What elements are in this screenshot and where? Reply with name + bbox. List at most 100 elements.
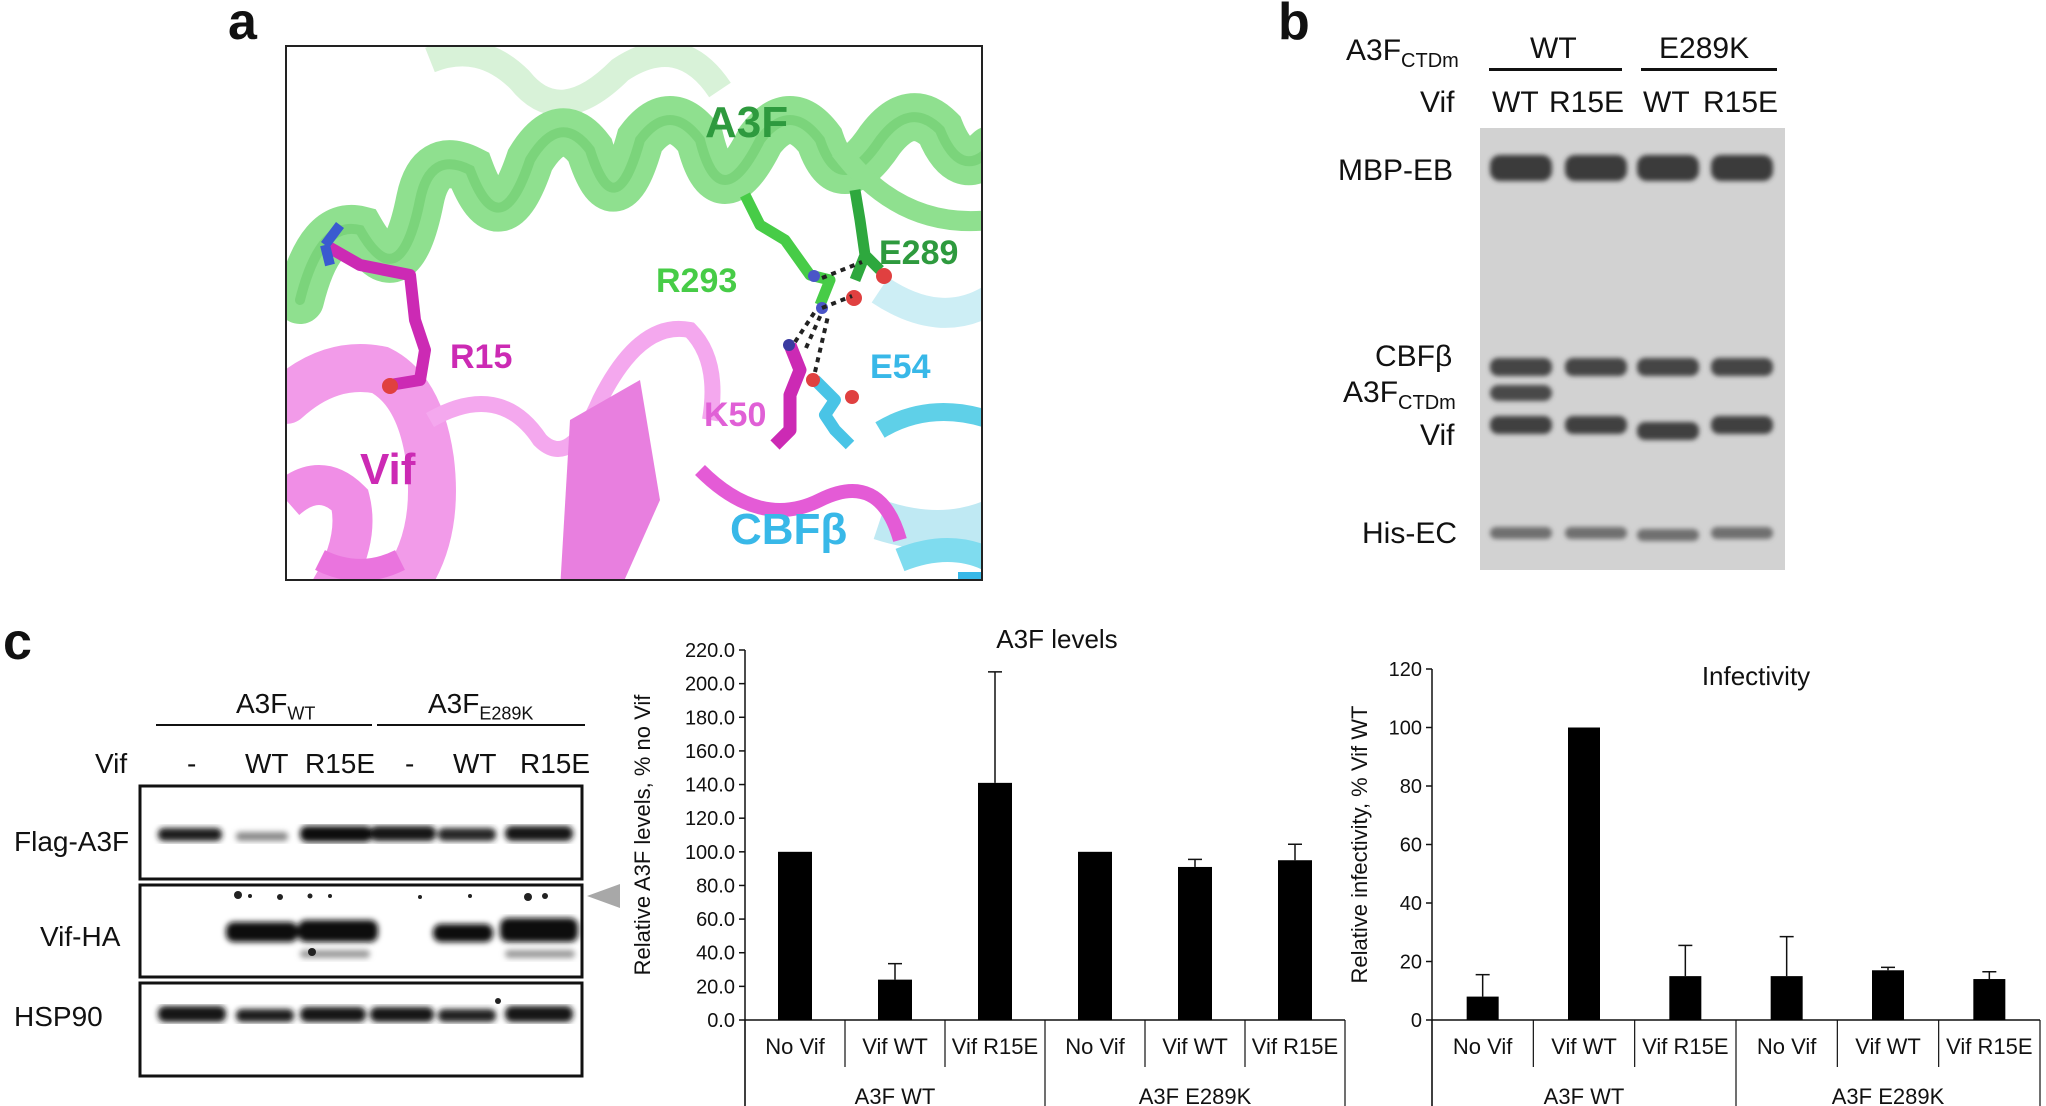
hydrogen-bonds [793, 260, 863, 373]
b-band-cbfb: CBFβ [1375, 340, 1453, 373]
b-lane-2: R15E [1549, 86, 1625, 119]
y-tick-label: 60.0 [696, 909, 735, 931]
bar [1568, 727, 1600, 1020]
e289-sticks [846, 189, 892, 306]
y-tick-label: 160.0 [685, 741, 735, 763]
b-row1-sub: CTDm [1401, 50, 1459, 72]
c-group-wt: A3FWT [236, 688, 315, 725]
structure-render [286, 46, 982, 580]
y-tick-label: 120 [1389, 659, 1422, 681]
category-label: Vif R15E [1946, 1034, 2032, 1059]
c-lane-3: R15E [305, 748, 376, 779]
group-label: A3F E289K [1139, 1084, 1252, 1106]
label-k50: K50 [704, 396, 767, 434]
b-band-a3f: A3FCTDm [1343, 376, 1456, 415]
bar [1770, 976, 1803, 1020]
c-group-e289k-sub: E289K [479, 703, 534, 724]
b-band-vif: Vif [1420, 419, 1455, 452]
y-tick-label: 120.0 [685, 808, 735, 830]
bar [1872, 970, 1904, 1020]
y-tick-label: 100.0 [685, 842, 735, 864]
c-blot-label-flag: Flag-A3F [14, 826, 130, 857]
label-e54: E54 [870, 348, 931, 386]
c-lane-6: R15E [520, 748, 591, 779]
b-lane-1: WT [1492, 86, 1539, 119]
y-tick-label: 20 [1400, 952, 1422, 974]
y-tick-label: 20.0 [696, 976, 735, 998]
panel-label-c: c [3, 613, 32, 671]
b-band-a3f-sub: CTDm [1398, 392, 1456, 414]
b-group-line-wt [1489, 68, 1622, 71]
category-label: Vif WT [1551, 1034, 1617, 1059]
category-label: No Vif [1453, 1034, 1513, 1059]
c-group-line-wt [156, 724, 372, 726]
label-e289: E289 [879, 234, 959, 272]
y-axis-label: Relative A3F levels, % no Vif [630, 694, 655, 976]
label-vif: Vif [360, 445, 416, 494]
c-lane-5: WT [453, 748, 497, 779]
band-marker-triangle [587, 884, 620, 908]
chart-title: A3F levels [996, 624, 1117, 654]
y-tick-label: 60 [1400, 835, 1422, 857]
bar [1669, 976, 1702, 1020]
y-tick-label: 80.0 [696, 875, 735, 897]
y-tick-label: 80 [1400, 776, 1422, 798]
y-tick-label: 100 [1389, 718, 1422, 740]
group-label: A3F WT [855, 1084, 936, 1106]
b-lane-3: WT [1643, 86, 1690, 119]
y-tick-label: 200.0 [685, 674, 735, 696]
bar [1178, 866, 1212, 1020]
c-group-e289k: A3FE289K [428, 688, 533, 725]
c-lane-1: - [187, 748, 197, 779]
bar [978, 782, 1012, 1020]
b-vif-label: Vif [1420, 86, 1455, 119]
category-label: Vif R15E [1642, 1034, 1728, 1059]
category-label: Vif WT [1162, 1034, 1228, 1059]
chart-title: Infectivity [1702, 661, 1810, 691]
r15-sticks [320, 222, 431, 394]
b-group-e289k: E289K [1659, 32, 1750, 65]
category-label: Vif WT [1855, 1034, 1921, 1059]
y-tick-label: 40 [1400, 893, 1422, 915]
bar [778, 851, 812, 1020]
group-label: A3F WT [1544, 1084, 1625, 1106]
y-tick-label: 180.0 [685, 707, 735, 729]
group-label: A3F E289K [1832, 1084, 1945, 1106]
y-tick-label: 220.0 [685, 640, 735, 662]
b-row1-prefix: A3F [1346, 34, 1402, 67]
panel-label-a: a [228, 0, 257, 51]
k50-sticks [770, 339, 807, 450]
y-axis-label: Relative infectivity, % Vif WT [1347, 706, 1372, 984]
y-tick-label: 40.0 [696, 943, 735, 965]
label-cbfb: CBFβ [730, 505, 848, 554]
c-group-e289k-main: A3F [428, 688, 480, 719]
b-band-his: His-EC [1362, 517, 1457, 550]
bar [1078, 851, 1112, 1020]
bar [1466, 996, 1499, 1020]
category-label: Vif WT [862, 1034, 928, 1059]
c-blot-label-hsp90: HSP90 [14, 1001, 103, 1032]
y-tick-label: 0.0 [707, 1010, 735, 1032]
c-group-line-e289k [377, 724, 585, 726]
category-label: No Vif [765, 1034, 825, 1059]
label-a3f: A3F [705, 98, 789, 147]
b-band-mbp: MBP-EB [1338, 154, 1454, 187]
bar [878, 979, 912, 1020]
e54-sticks [806, 373, 859, 450]
category-label: No Vif [1757, 1034, 1817, 1059]
panel-label-b: b [1278, 0, 1310, 51]
b-row1-label: A3FCTDm [1346, 34, 1459, 73]
category-label: Vif R15E [952, 1034, 1038, 1059]
category-label: Vif R15E [1252, 1034, 1338, 1059]
b-group-wt: WT [1530, 32, 1577, 65]
label-r293: R293 [656, 262, 738, 300]
y-tick-label: 140.0 [685, 775, 735, 797]
c-group-wt-sub: WT [287, 703, 316, 724]
a3f-helix [286, 93, 982, 324]
c-group-wt-main: A3F [236, 688, 288, 719]
